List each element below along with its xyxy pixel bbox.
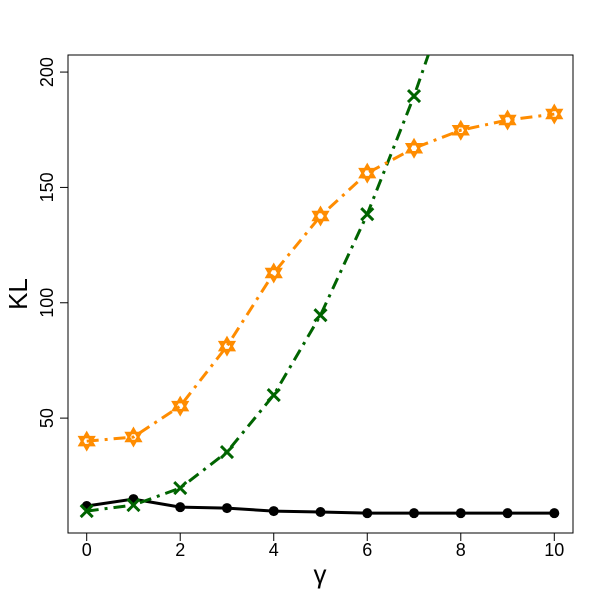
y-tick-label: 50 [37,408,57,428]
point [126,498,141,513]
x-tick-label: 0 [82,540,92,560]
x-tick-label: 4 [269,540,279,560]
point [455,508,466,519]
y-tick-label: 100 [37,288,57,318]
point [498,109,517,131]
point [545,103,564,125]
point [502,508,513,519]
x-tick-label: 6 [362,540,372,560]
point [171,395,190,417]
x-axis-title: γ [314,559,327,589]
point [175,502,186,513]
point [315,507,326,518]
point [311,205,330,227]
point [404,137,424,159]
point [77,430,96,452]
point [173,480,188,496]
x-tick-label: 2 [175,540,185,560]
point [79,504,94,519]
point [219,444,235,460]
y-tick-label: 150 [37,172,57,202]
series-line [86,112,555,443]
point [266,387,281,403]
plot-frame [67,54,574,534]
point [124,426,143,448]
point [313,308,328,323]
plot-area [77,55,564,519]
series-line [86,55,430,513]
point [549,508,560,519]
point [217,335,237,357]
y-tick-label: 200 [37,57,57,87]
y-axis-title: KL [3,278,33,310]
point [221,503,232,514]
point [358,162,377,184]
x-tick-label: 8 [456,540,466,560]
x-tick-label: 10 [544,540,564,560]
point [406,89,422,104]
point [264,262,283,284]
point [268,506,279,517]
point [360,207,375,222]
point [451,119,470,141]
point [362,508,373,519]
point [409,508,420,519]
